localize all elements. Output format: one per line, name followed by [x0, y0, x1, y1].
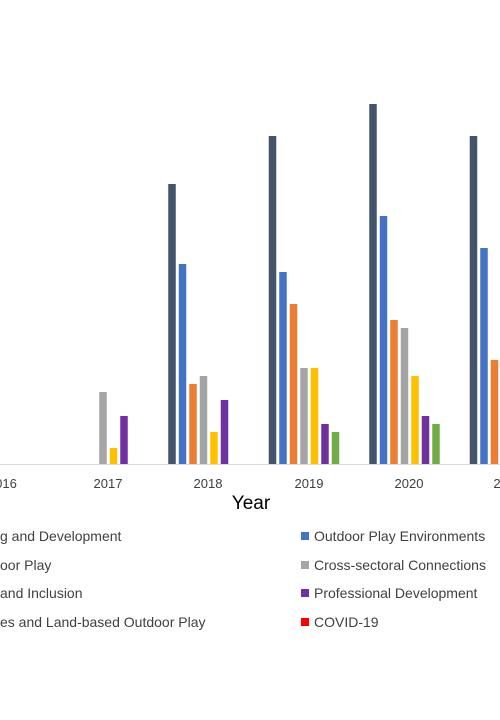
x-tick-label: 2020	[395, 476, 424, 491]
legend-label: oor Play	[0, 557, 51, 573]
bar-2016-series-5	[109, 448, 118, 464]
x-tick-label: 016	[0, 476, 17, 491]
bar-2017-series-5	[210, 432, 218, 464]
bar-2018-series-5	[310, 368, 319, 464]
legend-label: es and Land-based Outdoor Play	[0, 614, 205, 630]
x-tick-labels: 016 2017 2018 2019 2020 2	[0, 476, 500, 491]
legend-label: and Inclusion	[0, 585, 83, 601]
legend-swatch	[301, 589, 309, 597]
bar-2019-series-1	[369, 104, 377, 464]
bar-2019-series-7	[432, 424, 440, 464]
legend-label: Outdoor Play Environments	[314, 528, 485, 544]
x-tick-label: 2018	[194, 476, 223, 491]
bar-2019-series-5	[411, 376, 419, 464]
bar-2017-series-6	[220, 400, 229, 464]
x-tick-label: 2019	[295, 476, 324, 491]
legend-swatch	[301, 561, 309, 569]
x-axis-title: Year	[232, 493, 271, 514]
bar-2017-series-4	[199, 376, 208, 464]
bar-2016-series-6	[120, 416, 128, 464]
legend: g and Development oor Play and Inclusion es…	[0, 528, 486, 630]
bar-2019-series-3	[390, 320, 398, 464]
bar-2019-series-2	[379, 216, 388, 464]
x-tick-label: 2017	[94, 476, 123, 491]
bar-2017-series-3	[189, 384, 197, 464]
legend-label: Professional Development	[314, 585, 478, 601]
bar-2018-series-7	[331, 432, 340, 464]
bar-2020-series-3	[490, 360, 499, 464]
legend-swatch	[301, 618, 309, 626]
bar-2018-series-1	[268, 136, 277, 464]
bar-2018-series-6	[321, 424, 329, 464]
bar-2017-series-1	[168, 184, 176, 464]
legend-label: COVID-19	[314, 614, 379, 630]
bar-2020-series-2	[480, 248, 488, 464]
bar-2019-series-4	[400, 328, 409, 464]
bar-2018-series-3	[289, 304, 298, 464]
bar-2019-series-6	[421, 416, 430, 464]
x-tick-label: 2	[493, 476, 500, 491]
legend-swatch	[301, 532, 309, 540]
bar-2017-series-2	[178, 264, 187, 464]
bar-2018-series-4	[300, 368, 308, 464]
bars-group	[99, 104, 499, 464]
legend-label: Cross-sectoral Connections	[314, 557, 486, 573]
bar-2018-series-2	[279, 272, 287, 464]
bar-2016-series-4	[99, 392, 107, 464]
legend-label: g and Development	[0, 528, 122, 544]
bar-2020-series-1	[469, 136, 478, 464]
